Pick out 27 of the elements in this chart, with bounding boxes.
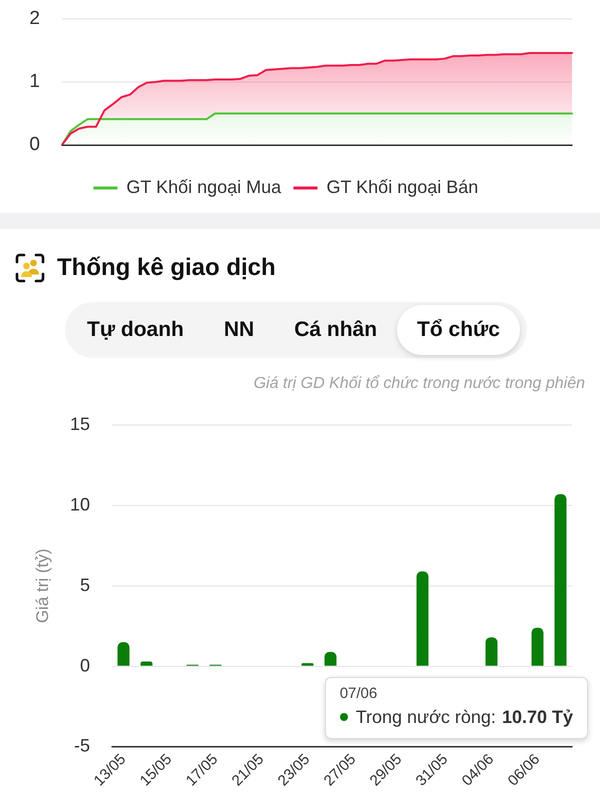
y-tick-label: -5 [74,736,90,756]
y-tick-label: 0 [80,655,90,676]
bar [554,494,566,666]
tab[interactable]: Cá nhân [274,305,398,355]
y-axis-title: Giá trị (tỷ) [32,548,52,624]
bar [416,571,428,666]
bar [302,663,314,666]
y-tick-label: 5 [80,574,90,595]
chart-subtitle: Giá trị GD Khối tổ chức trong nước trong phiên [254,375,585,392]
bar [118,642,130,666]
chart-title: Thống kê giao dịch [57,254,276,282]
tab[interactable]: Tự doanh [67,305,204,355]
legend-label: GT Khối ngoại Bán [326,176,478,197]
y-tick-label: 0 [29,134,40,156]
legend-label: GT Khối ngoại Mua [126,176,282,197]
y-tick-label: 2 [29,8,40,30]
annotation: 07/06 [340,684,378,702]
y-tick-label: 1 [29,71,40,92]
annotation: 10.70 Tỷ [502,706,573,729]
tab[interactable]: NN [204,305,274,355]
y-tick-label: 15 [70,414,90,434]
bar [486,637,498,666]
bar [140,661,152,666]
legend-label: Trong nước ròng: [356,706,496,729]
tab[interactable]: Tổ chức [397,305,520,355]
bar [532,628,544,666]
y-tick-label: 10 [70,494,90,514]
